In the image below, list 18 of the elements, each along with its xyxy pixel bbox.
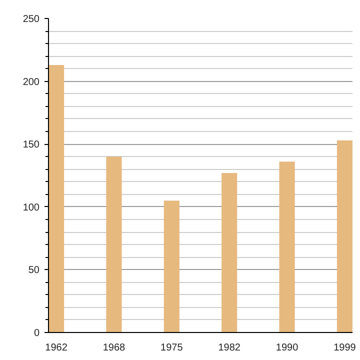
y-tick-label: 150 [22, 140, 40, 151]
y-tick-label: 250 [22, 14, 40, 25]
x-tick-label: 1975 [160, 342, 184, 354]
y-tick-label: 0 [34, 328, 40, 339]
y-tick-label: 200 [22, 76, 40, 88]
bar [106, 156, 122, 332]
y-tick-label: 50 [28, 265, 40, 276]
x-tick-label: 1968 [102, 342, 126, 354]
y-tick-label: 100 [22, 202, 40, 214]
bar [222, 172, 238, 332]
x-tick-label: 1990 [276, 342, 299, 354]
bar [164, 200, 180, 332]
x-tick-label: 1982 [218, 342, 241, 354]
bar [48, 64, 64, 332]
x-tick-label: 1962 [45, 342, 68, 354]
bar [279, 162, 295, 332]
bar [336, 140, 352, 332]
x-tick-label: 1999 [334, 342, 356, 354]
